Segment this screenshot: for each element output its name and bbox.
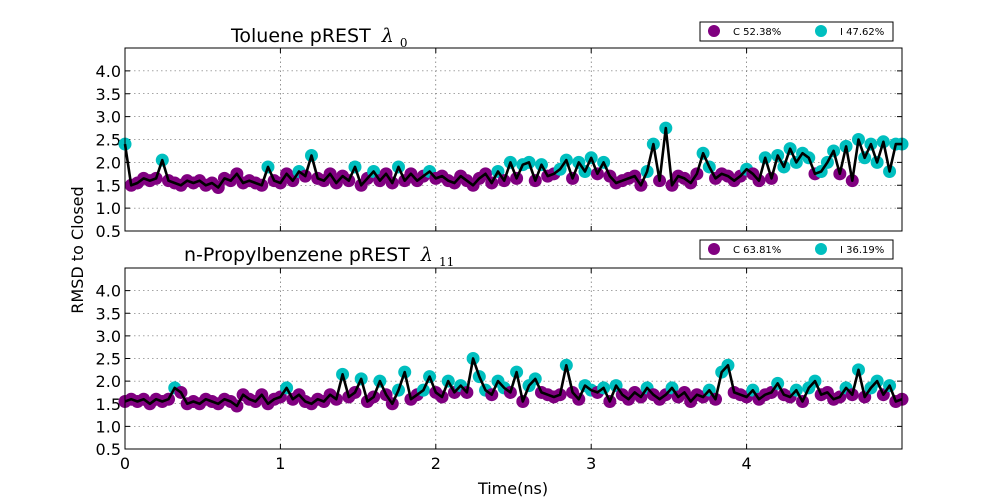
propylbenzene-legend-c-label: C 63.81% (733, 245, 781, 256)
propylbenzene-y-tick-label: 0.5 (96, 440, 121, 459)
propylbenzene-y-tick-label: 4.0 (96, 282, 121, 301)
propylbenzene-x-tick-label: 2 (431, 454, 441, 473)
propylbenzene-plot-frame (124, 267, 903, 450)
propylbenzene-gridlines (125, 268, 902, 449)
propylbenzene-legend-i-label: I 36.19% (840, 245, 884, 256)
propylbenzene-y-tick-label: 1.5 (96, 395, 121, 414)
toluene-legend-c-label: C 52.38% (733, 27, 781, 38)
propylbenzene-legend-box (699, 239, 894, 260)
toluene-legend-i-marker (815, 25, 827, 37)
toluene-legend-i-label: I 47.62% (840, 27, 884, 38)
propylbenzene-panel: 0.5 1.0 1.5 2.0 2.5 3.0 3.5 4.0 0 1 2 3 4 n-Propylb… (96, 239, 909, 473)
toluene-panel-title: Toluene pREST λ 0 (230, 25, 408, 50)
toluene-y-ticks: 0.5 1.0 1.5 2.0 2.5 3.0 3.5 4.0 (96, 62, 902, 241)
propylbenzene-legend: C 63.81% I 36.19% (699, 239, 894, 260)
toluene-y-tick-label: 2.5 (96, 131, 121, 150)
toluene-y-tick-label: 1.5 (96, 176, 121, 195)
toluene-data-marks (118, 121, 909, 195)
toluene-y-tick-label: 4.0 (96, 62, 121, 81)
propylbenzene-x-tick-label: 4 (742, 454, 752, 473)
propylbenzene-y-tick-label: 1.0 (96, 417, 121, 436)
propylbenzene-data-marks (118, 352, 909, 413)
x-axis-label: Time(ns) (477, 479, 548, 498)
toluene-y-tick-label: 0.5 (96, 222, 121, 241)
toluene-y-tick-label: 3.5 (96, 85, 121, 104)
toluene-panel: 0.5 1.0 1.5 2.0 2.5 3.0 3.5 4.0 Toluene pREST λ… (96, 21, 909, 241)
propylbenzene-y-ticks: 0.5 1.0 1.5 2.0 2.5 3.0 3.5 4.0 (96, 282, 902, 459)
propylbenzene-legend-i-marker (815, 243, 827, 255)
propylbenzene-x-tick-label: 3 (586, 454, 596, 473)
toluene-y-tick-label: 3.0 (96, 108, 121, 127)
propylbenzene-rmsd-trace (124, 357, 903, 408)
y-axis-label: RMSD to Closed (68, 186, 87, 313)
propylbenzene-x-ticks: 0 1 2 3 4 (120, 268, 752, 473)
toluene-y-tick-label: 1.0 (96, 199, 121, 218)
toluene-rmsd-trace (123, 126, 902, 189)
toluene-legend-c-marker (708, 25, 720, 37)
propylbenzene-y-tick-label: 3.0 (96, 327, 121, 346)
toluene-legend-box (699, 21, 894, 42)
toluene-legend: C 52.38% I 47.62% (699, 21, 894, 42)
propylbenzene-panel-title: n-Propylbenzene pREST λ 11 (184, 244, 454, 269)
toluene-gridlines (125, 48, 902, 231)
propylbenzene-y-tick-label: 2.0 (96, 372, 121, 391)
propylbenzene-x-tick-label: 1 (275, 454, 285, 473)
propylbenzene-legend-c-marker (708, 243, 720, 255)
propylbenzene-y-tick-label: 2.5 (96, 350, 121, 369)
toluene-y-tick-label: 2.0 (96, 153, 121, 172)
propylbenzene-y-tick-label: 3.5 (96, 304, 121, 323)
toluene-plot-frame (124, 47, 903, 232)
propylbenzene-x-tick-label: 0 (120, 454, 130, 473)
